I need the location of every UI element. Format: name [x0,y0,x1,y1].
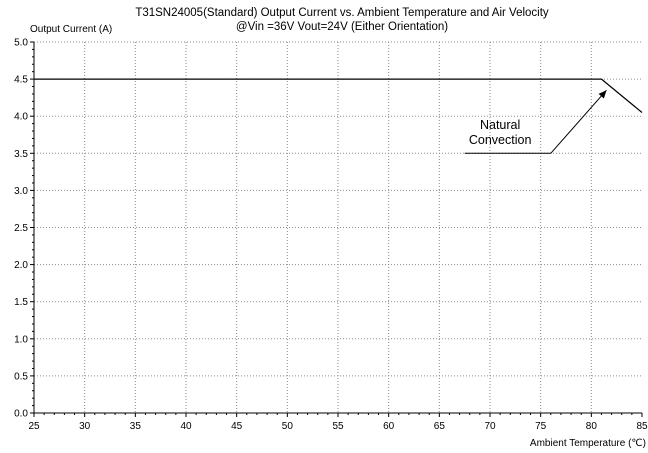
x-tick-label: 70 [484,421,496,432]
y-axis-title: Output Current (A) [30,24,112,35]
y-tick-label: 1.5 [14,297,28,308]
annotation-label: Convection [469,133,532,147]
series [34,78,643,113]
y-tick-label: 0.0 [14,409,28,420]
x-tick-label: 65 [434,421,446,432]
y-tick-label: 4.5 [14,75,28,86]
x-tick-label: 80 [586,421,598,432]
x-tick-label: 75 [535,421,547,432]
annotation-leader-line [464,89,607,154]
y-tick-label: 3.5 [14,149,28,160]
x-tick-label: 55 [332,421,344,432]
axes [30,41,643,417]
x-tick-label: 85 [636,421,648,432]
x-tick-label: 45 [231,421,243,432]
grid [34,41,642,413]
y-tick-label: 2.0 [14,260,28,271]
y-tick-label: 5.0 [14,38,28,49]
series-line [34,78,643,113]
y-tick-label: 1.0 [14,334,28,345]
x-tick-label: 35 [130,421,142,432]
x-tick-label: 30 [79,421,91,432]
y-tick-label: 4.0 [14,112,28,123]
chart-subtitle: @Vin =36V Vout=24V (Either Orientation) [236,21,448,33]
y-tick-label: 2.5 [14,223,28,234]
x-tick-label: 40 [180,421,192,432]
x-tick-label: 50 [282,421,294,432]
y-tick-label: 0.5 [14,371,28,382]
y-tick-label: 3.0 [14,186,28,197]
tick-labels: 0.0 0.5 1.0 1.5 2.0 2.5 3.0 3.5 4.0 4.5 5.0 25 30 35 4… [14,38,648,433]
chart-title: T31SN24005(Standard) Output Current vs. … [135,7,549,19]
x-axis-title: Ambient Temperature (℃) [530,438,646,449]
x-tick-label: 60 [383,421,395,432]
annotation-arrowhead [598,90,607,99]
annotation-label: Natural [480,118,520,132]
x-tick-label: 25 [28,421,40,432]
